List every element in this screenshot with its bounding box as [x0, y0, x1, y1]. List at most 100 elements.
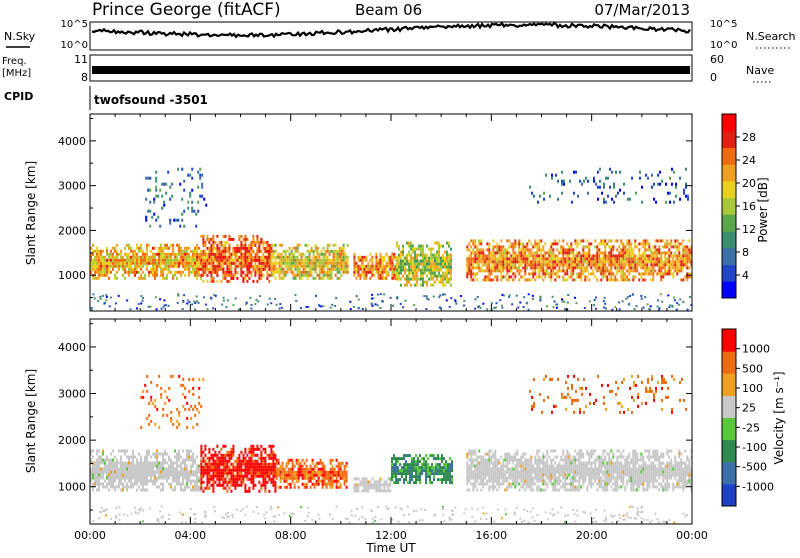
freq-label-line2: [MHz] [2, 68, 31, 79]
power-colorbar-tick-label: 24 [742, 154, 756, 167]
velocity-colorbar-swatch [722, 329, 736, 352]
y-tick-label: 4000 [58, 341, 86, 354]
y-tick-label: 3000 [58, 180, 86, 193]
power-region-5 [396, 242, 452, 287]
noise-right-tick-top: 10^5 [710, 19, 737, 30]
cpid-program: twofsound -3501 [94, 93, 208, 107]
velocity-region-4 [353, 477, 391, 492]
date-label: 07/Mar/2013 [594, 1, 690, 19]
cpid-label: CPID [4, 90, 33, 103]
velocity-colorbar-swatch [722, 462, 736, 485]
velocity-region-0 [90, 450, 202, 492]
noise-left-tick-bottom: 10^0 [61, 40, 88, 51]
velocity-panel-frame [90, 319, 692, 524]
velocity-colorbar-swatch [722, 395, 736, 418]
power-colorbar-tick-label: 4 [742, 269, 749, 282]
power-colorbar-tick-label: 20 [742, 177, 756, 190]
power-colorbar-swatch [722, 248, 736, 265]
velocity-colorbar-tick-label: -25 [742, 421, 760, 434]
power-x-ticks [90, 114, 692, 311]
freq-tick-bottom: 8 [81, 71, 88, 84]
power-region-1 [145, 168, 207, 228]
velocity-colorbar-swatch [722, 351, 736, 374]
velocity-colorbar-tick-label: 25 [742, 402, 756, 415]
power-near-range-scatter [91, 293, 693, 311]
velocity-colorbar-tick-label: 500 [742, 362, 763, 375]
power-colorbar-swatch [722, 114, 736, 131]
velocity-colorbar-tick-label: -1000 [742, 480, 774, 493]
y-tick-label: 1000 [58, 269, 86, 282]
y-tick-label: 1000 [58, 481, 86, 494]
velocity-colorbar-label: Velocity [m s⁻¹] [772, 371, 786, 464]
freq-label-line1: Freq. [2, 56, 27, 67]
velocity-x-label: Time UT [365, 541, 416, 554]
power-colorbar-tick-label: 12 [742, 223, 756, 236]
velocity-colorbar-tick-label: 1000 [742, 343, 770, 356]
power-region-4 [353, 253, 397, 280]
velocity-colorbar-swatch [722, 440, 736, 463]
velocity-region-6 [466, 450, 692, 492]
velocity-colorbar-tick-label: -100 [742, 441, 767, 454]
velocity-colorbar-tick-label: -500 [742, 461, 767, 474]
velocity-region-5 [391, 454, 453, 484]
noise-left-label: N.Sky [4, 30, 36, 43]
nave-tick-bottom: 0 [710, 71, 717, 84]
power-data [90, 168, 692, 311]
power-colorbar-label: Power [dB] [756, 177, 770, 242]
nave-tick-top: 60 [710, 53, 724, 66]
power-region-0 [90, 244, 202, 280]
velocity-y-label: Slant Range [km] [24, 369, 38, 473]
power-colorbar-swatch [722, 131, 736, 148]
velocity-colorbar-swatch [722, 418, 736, 441]
velocity-colorbar-swatch [722, 484, 736, 507]
velocity-region-3 [276, 459, 348, 489]
noise-right-label: N.Search [746, 30, 796, 43]
power-colorbar-swatch [722, 281, 736, 298]
velocity-colorbar: 1000 500 100 25 -25 -100 -500 -1000 [722, 329, 774, 507]
power-colorbar-swatch [722, 265, 736, 282]
x-tick-label: 00:00 [676, 529, 708, 542]
power-colorbar-swatch [722, 231, 736, 248]
freq-tick-top: 11 [74, 53, 88, 66]
velocity-region-1 [140, 375, 204, 429]
velocity-near-range-scatter [93, 505, 689, 523]
power-colorbar-swatch [722, 181, 736, 198]
y-tick-label: 3000 [58, 388, 86, 401]
y-tick-label: 2000 [58, 224, 86, 237]
velocity-region-7 [529, 375, 687, 414]
beam-label: Beam 06 [355, 1, 422, 19]
velocity-region-2 [200, 445, 276, 493]
power-region-7 [529, 168, 689, 204]
power-colorbar-swatch [722, 214, 736, 231]
y-tick-label: 4000 [58, 135, 86, 148]
station-title: Prince George (fitACF) [92, 0, 281, 20]
freq-bar [92, 66, 690, 74]
noise-line [92, 23, 690, 37]
velocity-data [90, 375, 692, 524]
power-y-label: Slant Range [km] [24, 161, 38, 265]
x-tick-label: 16:00 [475, 529, 507, 542]
y-tick-label: 2000 [58, 434, 86, 447]
velocity-colorbar-swatch [722, 373, 736, 396]
x-tick-label: 00:00 [74, 529, 106, 542]
power-region-2 [200, 235, 272, 283]
power-panel-frame [90, 114, 692, 311]
x-tick-label: 08:00 [275, 529, 307, 542]
noise-right-tick-bottom: 10^0 [710, 40, 737, 51]
power-colorbar-swatch [722, 148, 736, 165]
nave-label: Nave [746, 64, 774, 77]
velocity-colorbar-tick-label: 100 [742, 382, 763, 395]
noise-left-tick-top: 10^5 [61, 19, 88, 30]
power-colorbar-swatch [722, 164, 736, 181]
power-region-6 [466, 239, 692, 281]
power-colorbar-tick-label: 8 [742, 246, 749, 259]
power-region-3 [271, 244, 349, 280]
power-colorbar-tick-label: 28 [742, 131, 756, 144]
power-panel: 1000 2000 3000 4000 Slant Range [km] [24, 114, 692, 311]
power-colorbar-swatch [722, 198, 736, 215]
